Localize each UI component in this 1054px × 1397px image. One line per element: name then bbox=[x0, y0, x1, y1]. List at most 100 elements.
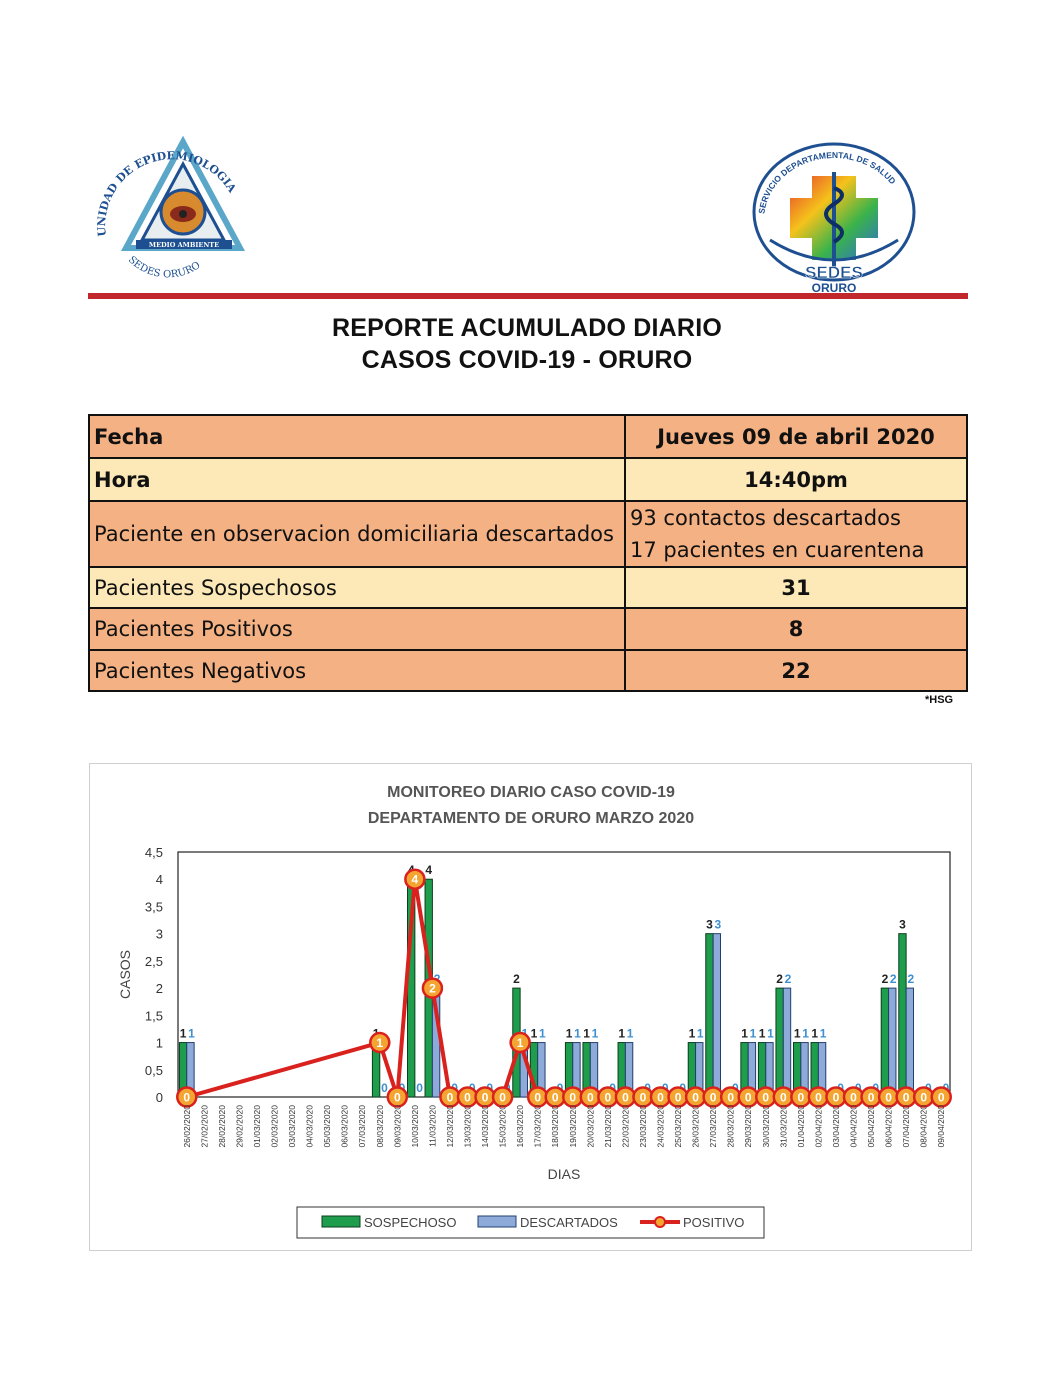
positivo-data-label: 0 bbox=[482, 1091, 489, 1105]
sospechoso-data-label: 1 bbox=[759, 1027, 766, 1041]
positivo-data-label: 0 bbox=[780, 1091, 787, 1105]
row-label: Hora bbox=[89, 458, 625, 501]
positivo-data-label: 0 bbox=[569, 1091, 576, 1105]
x-tick-label: 01/03/2020 bbox=[252, 1105, 262, 1148]
x-tick-label: 02/04/2020 bbox=[813, 1105, 823, 1148]
sospechoso-data-label: 4 bbox=[425, 863, 432, 877]
sedes-logo: SERVICIO DEPARTAMENTAL DE SALUD SEDES OR… bbox=[750, 140, 918, 295]
x-tick-label: 14/03/2020 bbox=[480, 1105, 490, 1148]
sospechoso-bar bbox=[899, 934, 906, 1097]
positivo-data-label: 0 bbox=[605, 1091, 612, 1105]
legend-label-sospechoso: SOSPECHOSO bbox=[364, 1215, 456, 1230]
y-tick-label: 3,5 bbox=[145, 899, 163, 914]
row-value: 22 bbox=[625, 650, 967, 691]
x-tick-label: 20/03/2020 bbox=[585, 1105, 595, 1148]
positivo-data-label: 0 bbox=[920, 1091, 927, 1105]
positivo-data-label: 2 bbox=[429, 982, 436, 996]
descartados-data-label: 1 bbox=[750, 1027, 757, 1041]
positivo-data-label: 0 bbox=[745, 1091, 752, 1105]
positivo-data-label: 0 bbox=[534, 1091, 541, 1105]
y-tick-label: 2 bbox=[156, 981, 163, 996]
row-value: 31 bbox=[625, 567, 967, 608]
positivo-data-label: 0 bbox=[657, 1091, 664, 1105]
chart-subtitle: DEPARTAMENTO DE ORURO MARZO 2020 bbox=[368, 810, 694, 827]
positivo-data-label: 0 bbox=[183, 1091, 190, 1105]
sospechoso-data-label: 1 bbox=[741, 1027, 748, 1041]
y-tick-label: 3 bbox=[156, 927, 163, 942]
descartados-data-label: 1 bbox=[627, 1027, 634, 1041]
row-value: 14:40pm bbox=[625, 458, 967, 501]
x-tick-label: 23/03/2020 bbox=[638, 1105, 648, 1148]
descartados-data-label: 3 bbox=[714, 918, 721, 932]
positivo-data-label: 0 bbox=[394, 1091, 401, 1105]
positivo-data-label: 4 bbox=[412, 873, 419, 887]
x-tick-label: 10/03/2020 bbox=[410, 1105, 420, 1148]
sospechoso-data-label: 1 bbox=[566, 1027, 573, 1041]
x-tick-label: 27/03/2020 bbox=[708, 1105, 718, 1148]
sospechoso-data-label: 1 bbox=[811, 1027, 818, 1041]
row-label: Fecha bbox=[89, 415, 625, 458]
header-rule bbox=[88, 293, 968, 299]
positivo-data-label: 0 bbox=[710, 1091, 717, 1105]
x-tick-label: 05/04/2020 bbox=[866, 1105, 876, 1148]
row-value: 8 bbox=[625, 608, 967, 650]
x-tick-label: 18/03/2020 bbox=[550, 1105, 560, 1148]
table-row: Pacientes Negativos 22 bbox=[89, 650, 967, 691]
x-tick-label: 05/03/2020 bbox=[322, 1105, 332, 1148]
legend-label-positivo: POSITIVO bbox=[683, 1215, 744, 1230]
svg-text:MEDIO AMBIENTE: MEDIO AMBIENTE bbox=[149, 241, 219, 249]
legend-swatch-descartados bbox=[478, 1216, 516, 1227]
report-title: REPORTE ACUMULADO DIARIO bbox=[0, 314, 1054, 343]
legend-swatch-sospechoso bbox=[322, 1216, 360, 1227]
y-tick-label: 1,5 bbox=[145, 1008, 163, 1023]
table-row: Paciente en observacion domiciliaria des… bbox=[89, 501, 967, 567]
sospechoso-bar bbox=[706, 934, 713, 1097]
y-axis-label: CASOS bbox=[117, 950, 133, 999]
y-tick-label: 2,5 bbox=[145, 954, 163, 969]
positivo-data-label: 0 bbox=[692, 1091, 699, 1105]
x-tick-label: 27/02/2020 bbox=[199, 1105, 209, 1148]
epidemiologia-logo: MEDIO AMBIENTE UNIDAD DE EPIDEMIOLOGIA S… bbox=[88, 136, 248, 286]
sospechoso-data-label: 1 bbox=[618, 1027, 625, 1041]
x-tick-label: 07/04/2020 bbox=[901, 1105, 911, 1148]
x-tick-label: 28/02/2020 bbox=[217, 1105, 227, 1148]
descartados-bar bbox=[783, 988, 790, 1097]
row-label: Paciente en observacion domiciliaria des… bbox=[89, 501, 625, 567]
positivo-data-label: 0 bbox=[552, 1091, 559, 1105]
x-tick-label: 06/03/2020 bbox=[340, 1105, 350, 1148]
x-tick-label: 19/03/2020 bbox=[568, 1105, 578, 1148]
sospechoso-data-label: 1 bbox=[794, 1027, 801, 1041]
legend-label-descartados: DESCARTADOS bbox=[520, 1215, 618, 1230]
x-tick-label: 02/03/2020 bbox=[270, 1105, 280, 1148]
x-tick-label: 06/04/2020 bbox=[884, 1105, 894, 1148]
descartados-data-label: 1 bbox=[820, 1027, 827, 1041]
plot-area bbox=[178, 852, 950, 1097]
positivo-data-label: 0 bbox=[815, 1091, 822, 1105]
descartados-data-label: 0 bbox=[416, 1081, 423, 1095]
legend-swatch-positivo-point bbox=[655, 1217, 665, 1227]
x-tick-label: 09/04/2020 bbox=[936, 1105, 946, 1148]
descartados-data-label: 0 bbox=[381, 1081, 388, 1095]
positivo-data-label: 0 bbox=[447, 1091, 454, 1105]
positivo-data-label: 0 bbox=[938, 1091, 945, 1105]
x-tick-label: 07/03/2020 bbox=[357, 1105, 367, 1148]
positivo-line bbox=[187, 879, 941, 1097]
sospechoso-data-label: 1 bbox=[180, 1027, 187, 1041]
descartados-data-label: 1 bbox=[767, 1027, 774, 1041]
positivo-data-label: 1 bbox=[376, 1036, 383, 1050]
descartados-data-label: 1 bbox=[188, 1027, 195, 1041]
x-tick-label: 29/03/2020 bbox=[743, 1105, 753, 1148]
positivo-data-label: 0 bbox=[798, 1091, 805, 1105]
descartados-bar bbox=[889, 988, 896, 1097]
x-tick-label: 31/03/2020 bbox=[778, 1105, 788, 1148]
x-tick-label: 01/04/2020 bbox=[796, 1105, 806, 1148]
svg-text:SEDES ORURO: SEDES ORURO bbox=[126, 254, 202, 280]
x-tick-label: 08/04/2020 bbox=[919, 1105, 929, 1148]
descartados-data-label: 2 bbox=[785, 972, 792, 986]
x-tick-label: 09/03/2020 bbox=[392, 1105, 402, 1148]
row-label: Pacientes Positivos bbox=[89, 608, 625, 650]
sospechoso-data-label: 2 bbox=[513, 972, 520, 986]
x-tick-label: 15/03/2020 bbox=[498, 1105, 508, 1148]
report-subtitle: CASOS COVID-19 - ORURO bbox=[0, 346, 1054, 375]
row-value: Jueves 09 de abril 2020 bbox=[625, 415, 967, 458]
